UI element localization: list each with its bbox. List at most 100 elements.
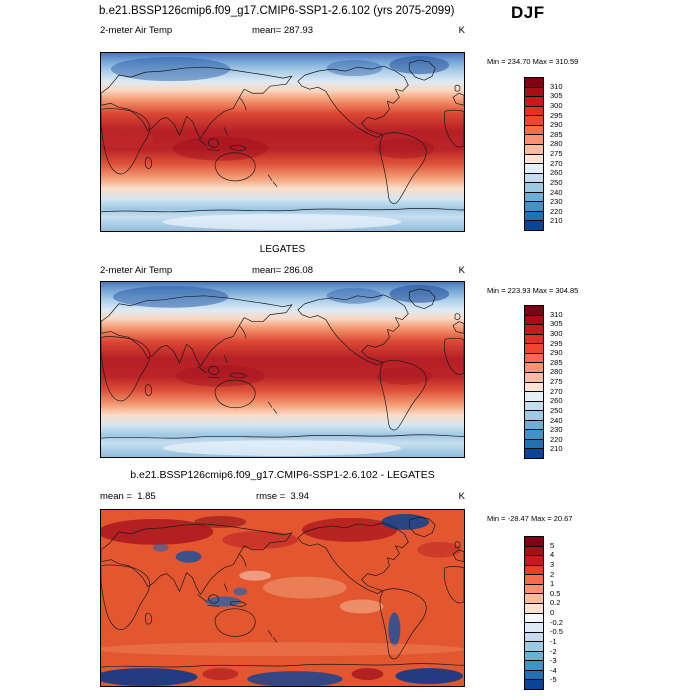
colorbar-cell [525,78,543,88]
colorbar-cell [525,420,543,431]
colorbar-cell [525,116,543,126]
colorbar-cell [525,642,543,652]
colorbar-tick-label: 210 [550,444,563,454]
colorbar-tick-label: 250 [550,177,563,187]
colorbar-tick-label: 0.2 [550,598,561,608]
colorbar-cell [525,97,543,107]
colorbar-cell [525,565,543,576]
colorbar-cell [525,556,543,566]
colorbar-tick-label: 250 [550,405,563,415]
colorbar-tick-label: 285 [550,129,563,139]
colorbar-cell [525,87,543,98]
colorbar-cell [525,537,543,547]
colorbar-stack [524,77,544,231]
colorbar-cell [525,315,543,326]
colorbar-cell [525,192,543,203]
colorbar-cell [525,439,543,450]
colorbar-tick-label: 240 [550,415,563,425]
colorbar-cell [525,154,543,165]
colorbar-tick-label: 240 [550,187,563,197]
colorbar-tick-label: 295 [550,338,563,348]
world-map-graphic [101,510,464,686]
colorbar-tick-label: 275 [550,377,563,386]
colorbar-cell [525,623,543,633]
panel1-mean-stat: mean= 287.93 [251,25,313,36]
colorbar-cell [525,603,543,614]
colorbar-cell [525,411,543,421]
colorbar-cell [525,334,543,345]
world-map-graphic [101,282,464,457]
colorbar-cell [525,584,543,595]
colorbar-cell [525,613,543,624]
world-map-graphic [101,53,464,231]
panel2-units-label: K [458,265,465,276]
colorbar-tick-label: 275 [550,149,563,158]
colorbar-cell [525,221,543,230]
colorbar-cell [525,680,543,689]
model-temperature-map [100,52,465,232]
panel2-minmax: Min = 223.93 Max = 304.85 [487,286,579,295]
colorbar-cell [525,164,543,174]
colorbar-tick-label: 295 [550,110,563,120]
colorbar-tick-label: 270 [550,158,563,168]
colorbar-tick-label: -4 [550,665,557,675]
colorbar-cell [525,325,543,335]
colorbar-cell [525,306,543,316]
panel3-rmse-stat: rmse = 3.94 [255,491,310,502]
colorbar-tick-label: 0 [550,608,555,617]
colorbar-cell [525,661,543,671]
panel3-minmax: Min = -28.47 Max = 20.67 [487,514,573,523]
colorbar-tick-label: 210 [550,216,563,226]
panel2-variable-label: 2-meter Air Temp [100,265,173,276]
panel1-minmax: Min = 234.70 Max = 310.59 [487,57,579,66]
main-title: b.e21.BSSP126cmip6.f09_g17.CMIP6-SSP1-2.… [99,5,455,17]
colorbar-cell [525,546,543,557]
season-label: DJF [511,3,545,22]
panel2-title: LEGATES [259,244,306,255]
colorbar-cell [525,651,543,662]
panel2-colorbar: 310 305 300 295 290 285 280 275 270 260 250 240 230 2… [524,305,586,463]
panel3-units-label: K [458,491,465,502]
colorbar-tick-label: 230 [550,425,563,435]
colorbar-tick-label: -1 [550,636,557,646]
colorbar-tick-label: 0.5 [550,588,561,598]
colorbar-cell [525,430,543,440]
colorbar-cell [525,344,543,354]
colorbar-cell [525,382,543,393]
colorbar-tick-label: 285 [550,357,563,367]
panel1-variable-label: 2-meter Air Temp [100,25,173,36]
colorbar-tick-label: 300 [550,328,563,338]
colorbar-cell [525,594,543,604]
colorbar-cell [525,449,543,458]
colorbar-tick-label: 3 [550,559,555,569]
colorbar-tick-label: 4 [550,550,555,560]
colorbar-cell [525,401,543,412]
colorbar-tick-label: 305 [550,91,563,101]
panel2-mean-stat: mean= 286.08 [251,265,313,276]
colorbar-cell [525,173,543,184]
colorbar-tick-label: -0.2 [550,617,563,627]
colorbar-tick-label: 290 [550,348,563,358]
colorbar-stack [524,305,544,459]
colorbar-tick-label: 310 [550,309,563,319]
colorbar-tick-label: 220 [550,434,563,444]
colorbar-tick-label: 290 [550,120,563,130]
colorbar-tick-label: 2 [550,569,555,579]
colorbar-tick-label: 230 [550,197,563,207]
colorbar-tick-label: -5 [550,675,557,685]
colorbar-cell [525,144,543,155]
colorbar-tick-label: -3 [550,656,557,666]
colorbar-cell [525,183,543,193]
colorbar-cell [525,353,543,364]
colorbar-cell [525,363,543,373]
panel3-colorbar: 5 4 3 2 1 0.5 0.2 0 -0.2 -0.5 -1 -2 -3 -4 -5 [524,536,586,694]
colorbar-tick-label: 280 [550,139,563,149]
colorbar-cell [525,125,543,136]
panel1-units-label: K [458,25,465,36]
colorbar-stack [524,536,544,690]
colorbar-tick-label: -0.5 [550,627,563,637]
colorbar-cell [525,211,543,222]
colorbar-tick-label: 5 [550,540,555,550]
colorbar-tick-label: 220 [550,206,563,216]
colorbar-tick-label: 1 [550,579,555,589]
